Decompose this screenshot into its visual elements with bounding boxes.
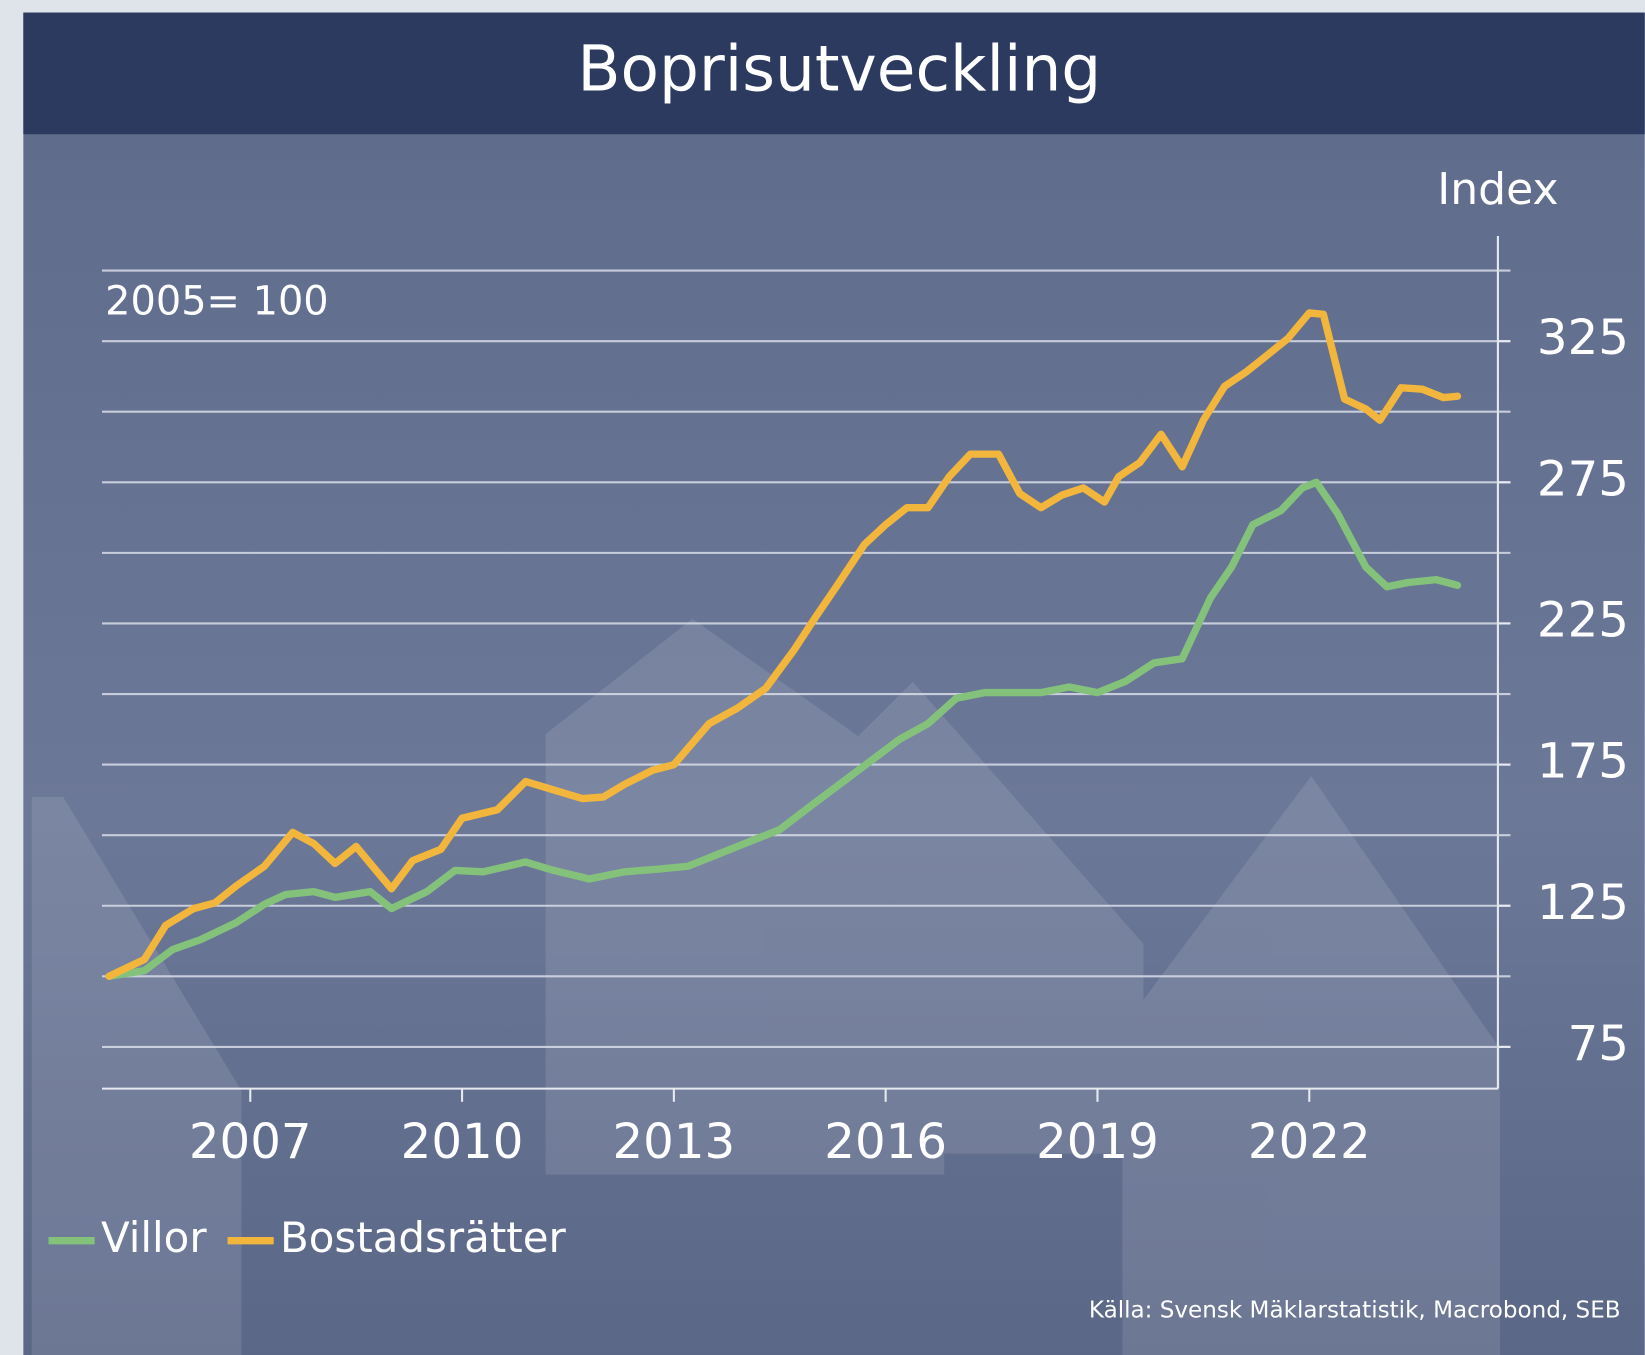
y-tick-label: 75: [1568, 1016, 1629, 1072]
x-tick-label: 2016: [824, 1114, 947, 1170]
x-tick-label: 2007: [189, 1114, 312, 1170]
y-axis-label: Index: [1437, 164, 1558, 215]
x-tick-label: 2022: [1248, 1114, 1371, 1170]
legend-label: Bostadsrätter: [280, 1213, 567, 1262]
x-tick-label: 2013: [612, 1114, 735, 1170]
y-tick-label: 175: [1537, 734, 1629, 790]
x-tick-label: 2019: [1036, 1114, 1159, 1170]
background: [23, 12, 1645, 1355]
header: [23, 12, 1645, 135]
legend-label: Villor: [101, 1213, 207, 1262]
y-tick-label: 275: [1537, 451, 1629, 507]
chart-title: Boprisutveckling: [577, 32, 1101, 105]
series-line: [105, 478, 1462, 980]
y-tick-label: 325: [1537, 310, 1629, 366]
y-tick-label: 225: [1537, 592, 1629, 648]
x-tick-label: 2010: [401, 1114, 524, 1170]
background-houses: [31, 618, 1500, 1355]
source: Källa: Svensk Mäklarstatistik, Macrobond…: [1089, 1297, 1621, 1323]
y-tick-label: 125: [1537, 875, 1629, 931]
annotation: 2005= 100: [105, 279, 329, 325]
series-line: [105, 309, 1462, 980]
